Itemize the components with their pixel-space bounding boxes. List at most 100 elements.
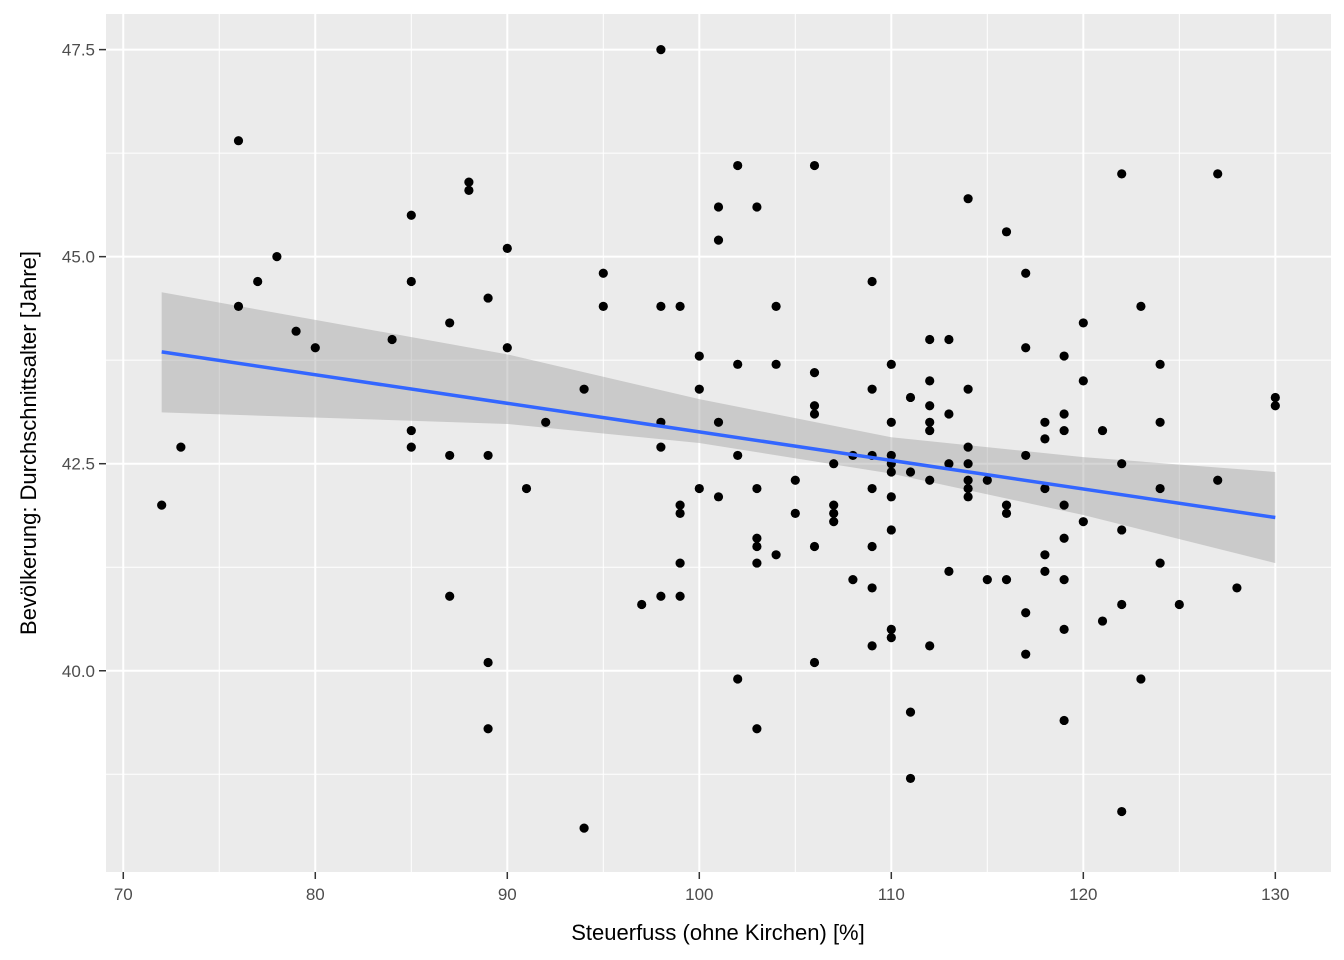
data-point xyxy=(483,293,493,303)
data-point xyxy=(521,483,532,494)
data-point xyxy=(1155,359,1165,369)
data-points xyxy=(157,45,1280,833)
data-point xyxy=(713,417,724,427)
data-point xyxy=(675,508,685,518)
data-point xyxy=(1021,343,1031,353)
data-point xyxy=(752,533,762,543)
data-point xyxy=(1232,583,1242,593)
data-point xyxy=(982,575,992,585)
data-point xyxy=(925,334,935,345)
data-point xyxy=(905,392,916,403)
data-point xyxy=(829,500,839,510)
data-point xyxy=(752,202,762,212)
data-point xyxy=(733,450,743,461)
data-point xyxy=(790,475,800,485)
major-gridlines xyxy=(106,14,1331,872)
data-point xyxy=(1117,806,1127,817)
data-point xyxy=(464,185,474,196)
data-point xyxy=(637,599,647,610)
data-point xyxy=(809,401,820,411)
data-point xyxy=(1155,417,1165,427)
data-point xyxy=(1155,483,1165,494)
data-point xyxy=(1040,434,1050,444)
data-point xyxy=(1059,715,1069,726)
data-point xyxy=(1021,450,1031,461)
data-point xyxy=(1040,550,1050,560)
data-point xyxy=(713,202,724,212)
data-point xyxy=(713,492,724,502)
y-tick-label: 40.0 xyxy=(62,662,95,681)
data-point xyxy=(233,136,244,146)
x-axis-ticks: 70 80 90 100 110 120 130 xyxy=(114,872,1290,904)
data-point xyxy=(1059,575,1069,585)
data-point xyxy=(867,583,877,593)
data-point xyxy=(579,384,589,394)
data-point xyxy=(1078,318,1088,328)
x-tick-label: 70 xyxy=(114,885,133,904)
y-tick-label: 47.5 xyxy=(62,41,95,60)
data-point xyxy=(867,276,877,287)
data-point xyxy=(886,359,896,369)
data-point xyxy=(1059,425,1069,436)
data-point xyxy=(733,160,743,171)
data-point xyxy=(771,301,781,311)
data-point xyxy=(675,500,685,510)
data-point xyxy=(982,475,992,485)
data-point xyxy=(1213,169,1223,179)
data-point xyxy=(905,467,916,477)
data-point xyxy=(675,301,685,311)
data-point xyxy=(829,508,839,518)
data-point xyxy=(483,657,493,668)
data-point xyxy=(809,160,820,171)
data-point xyxy=(406,442,416,452)
data-point xyxy=(406,210,416,220)
data-point xyxy=(1040,566,1050,576)
data-point xyxy=(1059,409,1069,419)
data-point xyxy=(253,276,263,287)
data-point xyxy=(656,301,666,311)
data-point xyxy=(925,401,935,411)
data-point xyxy=(886,417,896,427)
y-tick-label: 42.5 xyxy=(62,455,95,474)
data-point xyxy=(1270,401,1280,411)
data-point xyxy=(1117,459,1127,469)
data-point xyxy=(310,343,320,353)
data-point xyxy=(809,657,820,668)
data-point xyxy=(944,409,954,419)
data-point xyxy=(809,368,820,378)
data-point xyxy=(925,475,935,485)
data-point xyxy=(963,459,973,469)
y-tick-label: 45.0 xyxy=(62,248,95,267)
data-point xyxy=(886,624,896,634)
data-point xyxy=(272,252,282,262)
data-point xyxy=(1174,599,1184,610)
data-point xyxy=(406,425,416,436)
data-point xyxy=(1097,425,1108,436)
data-point xyxy=(406,276,416,287)
data-point xyxy=(963,442,973,452)
data-point xyxy=(848,575,858,585)
data-point xyxy=(1213,475,1223,485)
data-point xyxy=(445,318,455,328)
data-point xyxy=(1117,169,1127,179)
data-point xyxy=(483,450,493,461)
data-point xyxy=(1117,525,1127,535)
data-point xyxy=(963,492,973,502)
data-point xyxy=(733,359,743,369)
data-point xyxy=(925,641,935,651)
data-point xyxy=(905,773,916,784)
data-point xyxy=(1078,376,1088,386)
data-point xyxy=(925,417,935,427)
data-point xyxy=(694,351,704,361)
data-point xyxy=(598,268,608,278)
data-point xyxy=(656,442,666,452)
data-point xyxy=(176,442,186,452)
x-axis-title: Steuerfuss (ohne Kirchen) [%] xyxy=(571,920,864,945)
data-point xyxy=(790,508,800,518)
data-point xyxy=(905,707,916,717)
data-point xyxy=(771,550,781,560)
data-point xyxy=(1097,616,1108,626)
data-point xyxy=(867,483,877,494)
x-tick-label: 100 xyxy=(685,885,713,904)
